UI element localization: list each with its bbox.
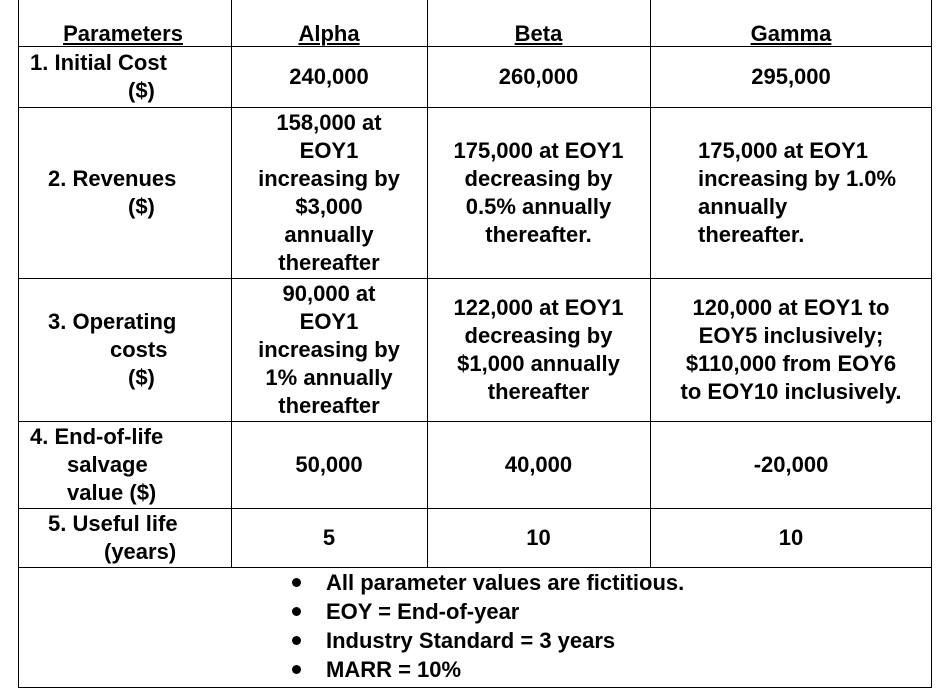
cell-line: 175,000 at EOY1 — [453, 138, 624, 163]
cell-line: EOY1 — [299, 138, 359, 163]
cell-line: 120,000 at EOY1 to — [692, 295, 890, 320]
cell-value: 5 — [322, 525, 336, 550]
header-divider — [18, 46, 932, 47]
cell-line: increasing by — [258, 337, 400, 362]
beta-revenues: 175,000 at EOY1 decreasing by 0.5% annua… — [427, 108, 650, 278]
param-salvage-value: 4. End-of-life salvage value ($) — [30, 422, 230, 508]
cell-line: thereafter. — [485, 222, 592, 247]
gamma-initial-cost: 295,000 — [650, 47, 932, 107]
param-label: 1. Initial Cost — [30, 50, 167, 75]
cell-line: increasing by — [258, 166, 400, 191]
param-unit: costs — [110, 337, 168, 362]
header-parameters: Parameters — [63, 21, 183, 46]
param-label: 3. Operating — [48, 309, 177, 334]
beta-useful-life: 10 — [427, 509, 650, 567]
cell-line: 1% annually — [265, 365, 393, 390]
cell-value: 10 — [526, 525, 551, 550]
row-divider — [18, 421, 932, 422]
cell-value: 240,000 — [289, 64, 369, 89]
cell-line: 90,000 at — [282, 281, 376, 306]
beta-operating-costs: 122,000 at EOY1 decreasing by $1,000 ann… — [427, 279, 650, 421]
alpha-useful-life: 5 — [231, 509, 427, 567]
param-label: 2. Revenues — [48, 166, 177, 191]
cell-line: annually — [284, 222, 374, 247]
param-unit: salvage — [67, 452, 148, 477]
param-unit: (years) — [104, 539, 177, 564]
cell-line: 0.5% annually — [465, 194, 612, 219]
beta-salvage-value: 40,000 — [427, 422, 650, 508]
cell-line: to EOY10 inclusively. — [680, 379, 902, 404]
cell-line: EOY1 — [299, 309, 359, 334]
param-label: 5. Useful life — [48, 511, 178, 536]
header-alpha: Alpha — [298, 21, 360, 46]
alpha-operating-costs: 90,000 at EOY1 increasing by 1% annually… — [231, 279, 427, 421]
cell-value: 40,000 — [504, 452, 573, 477]
cell-line: thereafter — [278, 393, 380, 418]
alpha-initial-cost: 240,000 — [231, 47, 427, 107]
cell-line: $110,000 from EOY6 — [685, 351, 897, 376]
cell-value: -20,000 — [753, 452, 829, 477]
cell-line: increasing by 1.0% — [698, 166, 897, 191]
cell-line: thereafter. — [698, 222, 805, 247]
column-divider — [427, 0, 428, 567]
cell-value: 295,000 — [751, 64, 831, 89]
gamma-operating-costs: 120,000 at EOY1 to EOY5 inclusively; $11… — [650, 279, 932, 421]
cell-line: $1,000 annually — [457, 351, 620, 376]
cell-line: 158,000 at — [276, 110, 382, 135]
column-divider — [650, 0, 651, 567]
param-initial-cost: 1. Initial Cost ($) — [30, 48, 230, 106]
column-divider — [231, 0, 232, 567]
cell-line: EOY5 inclusively; — [698, 323, 884, 348]
alpha-salvage-value: 50,000 — [231, 422, 427, 508]
gamma-useful-life: 10 — [650, 509, 932, 567]
beta-initial-cost: 260,000 — [427, 47, 650, 107]
row-divider — [18, 508, 932, 509]
param-operating-costs: 3. Operating costs ($) — [48, 279, 228, 421]
param-unit: value ($) — [67, 480, 157, 505]
alpha-revenues: 158,000 at EOY1 increasing by $3,000 ann… — [231, 108, 427, 278]
param-unit: ($) — [128, 194, 155, 219]
note-item: Industry Standard = 3 years — [288, 626, 908, 655]
row-divider — [18, 567, 932, 568]
cell-line: annually — [698, 194, 788, 219]
cell-value: 50,000 — [295, 452, 363, 477]
row-divider — [18, 107, 932, 108]
param-unit: ($) — [128, 365, 155, 390]
param-label: 4. End-of-life — [30, 424, 164, 449]
cell-line: 175,000 at EOY1 — [698, 138, 869, 163]
parameters-table — [18, 0, 932, 688]
note-item: EOY = End-of-year — [288, 597, 908, 626]
param-revenues: 2. Revenues ($) — [48, 108, 228, 278]
cell-value: 10 — [778, 525, 804, 550]
cell-line: thereafter — [278, 250, 380, 275]
gamma-salvage-value: -20,000 — [650, 422, 932, 508]
param-unit: ($) — [128, 78, 155, 103]
notes-list: All parameter values are fictitious. EOY… — [288, 568, 908, 684]
param-useful-life: 5. Useful life (years) — [48, 509, 228, 567]
cell-line: $3,000 — [295, 194, 363, 219]
note-item: All parameter values are fictitious. — [288, 568, 908, 597]
row-divider — [18, 278, 932, 279]
cell-line: decreasing by — [464, 166, 613, 191]
note-item: MARR = 10% — [288, 655, 908, 684]
cell-value: 260,000 — [498, 64, 579, 89]
gamma-revenues: 175,000 at EOY1 increasing by 1.0% annua… — [698, 108, 928, 278]
cell-line: decreasing by — [464, 323, 613, 348]
header-gamma: Gamma — [750, 21, 832, 46]
cell-line: 122,000 at EOY1 — [453, 295, 624, 320]
header-beta: Beta — [514, 21, 563, 46]
cell-line: thereafter — [487, 379, 590, 404]
